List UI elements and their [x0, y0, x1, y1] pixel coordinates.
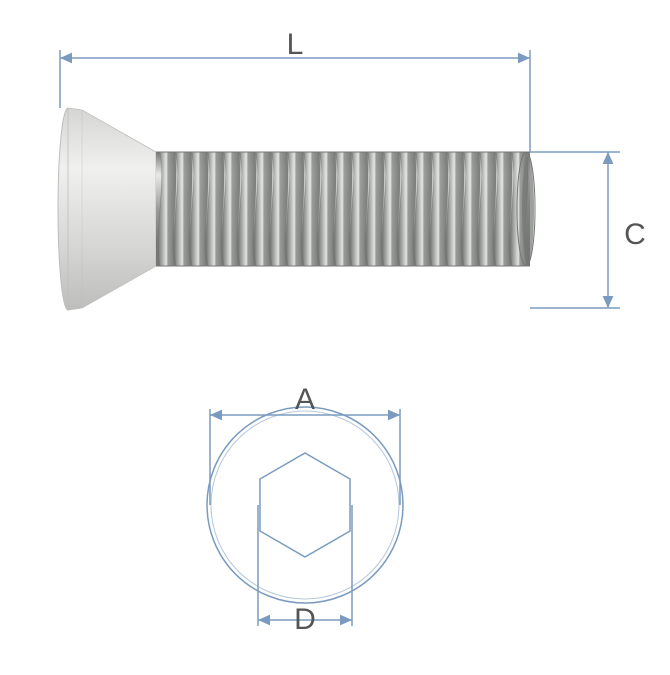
dimension-label-A: A: [295, 383, 315, 417]
technical-drawing: L C A D: [0, 0, 670, 670]
dimension-label-C: C: [624, 218, 646, 252]
dimension-label-D: D: [294, 603, 316, 637]
dimension-label-L: L: [287, 28, 304, 62]
drawing-svg: [0, 0, 670, 670]
